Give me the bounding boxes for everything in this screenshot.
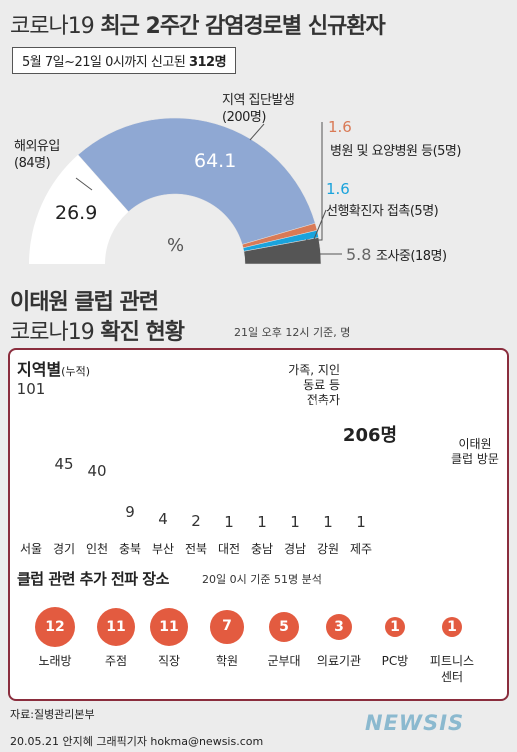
region-panel-title: 지역별(누적)	[17, 360, 90, 379]
club-bubble-label-7: 피트니스 센터	[429, 654, 475, 684]
region-bar-label-4: 부산	[151, 542, 175, 556]
route-segment-1	[77, 117, 316, 245]
route-segment-4	[243, 237, 322, 265]
value-investigating: 5.8	[346, 245, 372, 264]
club-bubble-label-4: 군부대	[267, 654, 301, 668]
region-bar-value-6: 1	[224, 513, 234, 531]
club-spread-note: 20일 0시 기준 51명 분석	[202, 573, 322, 586]
source-note: 자료:질병관리본부	[10, 708, 95, 721]
region-bar-value-8: 1	[290, 513, 300, 531]
region-bar-label-10: 제주	[349, 542, 373, 556]
newsis-logo: NEWSIS	[365, 711, 465, 735]
club-bubble-label-2: 직장	[157, 654, 181, 668]
region-bar-value-4: 4	[158, 509, 168, 528]
credit-note: 20.05.21 안지혜 그래픽기자 hokma@newsis.com	[10, 735, 264, 748]
region-bar-value-3: 9	[125, 502, 135, 521]
route-half-donut	[29, 117, 322, 265]
club-bubble-5: 3	[325, 613, 353, 641]
region-bar-label-3: 충북	[118, 542, 142, 556]
subtitle-total: 312명	[188, 55, 227, 70]
title-prefix: 코로나19	[10, 14, 95, 39]
club-spread-title: 클럽 관련 추가 전파 장소	[17, 570, 169, 588]
value-hospital: 1.6	[328, 118, 352, 136]
label-hospital: 병원 및 요양병원 등(5명)	[330, 144, 461, 159]
region-bar-value-9: 1	[323, 513, 333, 531]
club-bubble-label-5: 의료기관	[316, 654, 362, 668]
region-bar-label-8: 경남	[283, 542, 307, 556]
club-bubble-label-1: 주점	[104, 654, 128, 668]
donut-right-label: 이태원 클럽 방문	[451, 437, 499, 466]
route-segment-0	[29, 154, 129, 264]
region-bar-label-2: 인천	[85, 542, 109, 556]
club-bubble-0: 12	[35, 607, 75, 647]
region-bar-value-1: 45	[54, 454, 74, 473]
club-bubble-label-3: 학원	[215, 654, 239, 668]
subtitle-box: 5월 7일~21일 0시까지 신고된 312명	[12, 47, 237, 74]
section-title-line1: 이태원 클럽 관련	[10, 290, 159, 315]
donut-total: 206명	[342, 425, 398, 446]
label-community: 지역 집단발생 (200명)	[222, 93, 295, 125]
region-bar-value-0: 101	[16, 380, 46, 398]
donut-left-label: 가족, 지인 동료 등 접촉자	[288, 363, 340, 407]
section-asof: 21일 오후 12시 기준, 명	[234, 326, 351, 339]
donut-right-value: 95	[429, 406, 450, 424]
region-bar-label-0: 서울	[19, 542, 43, 556]
region-bar-label-7: 충남	[250, 542, 274, 556]
route-leader-lines	[75, 122, 342, 255]
club-bubble-6: 1	[384, 616, 406, 638]
club-bubble-1: 11	[96, 607, 136, 647]
label-contact: 선행확진자 접촉(5명)	[326, 204, 439, 219]
value-overseas: 26.9	[55, 202, 98, 224]
section-title-line2: 코로나19 확진 현황	[10, 320, 185, 345]
value-community: 64.1	[194, 150, 237, 172]
label-overseas: 해외유입 (84명)	[14, 139, 60, 171]
region-bar-label-1: 경기	[52, 542, 76, 556]
region-bar-value-5: 2	[191, 512, 201, 531]
club-bubble-2: 11	[149, 607, 189, 647]
region-bar-label-9: 강원	[316, 542, 340, 556]
club-bubble-7: 1	[441, 616, 463, 638]
value-contact: 1.6	[326, 180, 350, 198]
info-panel	[8, 348, 509, 701]
region-bar-value-2: 40	[87, 461, 107, 480]
label-investigating: 조사중(18명)	[376, 249, 447, 264]
club-bubble-label-6: PC방	[381, 654, 409, 668]
region-bar-value-7: 1	[257, 513, 267, 531]
club-bubble-label-0: 노래방	[38, 654, 72, 668]
page-title: 코로나19 최근 2주간 감염경로별 신규환자	[10, 8, 386, 40]
region-bar-value-10: 1	[356, 513, 366, 531]
club-bubble-4: 5	[268, 611, 300, 643]
title-main: 최근 2주간 감염경로별 신규환자	[100, 14, 385, 39]
region-bar-label-6: 대전	[217, 542, 241, 556]
donut-left-value: 111	[309, 398, 341, 416]
club-bubble-3: 7	[210, 610, 244, 644]
unit-percent: %	[167, 235, 185, 256]
subtitle-text: 5월 7일~21일 0시까지 신고된	[22, 55, 186, 70]
region-bar-label-5: 전북	[184, 542, 208, 556]
